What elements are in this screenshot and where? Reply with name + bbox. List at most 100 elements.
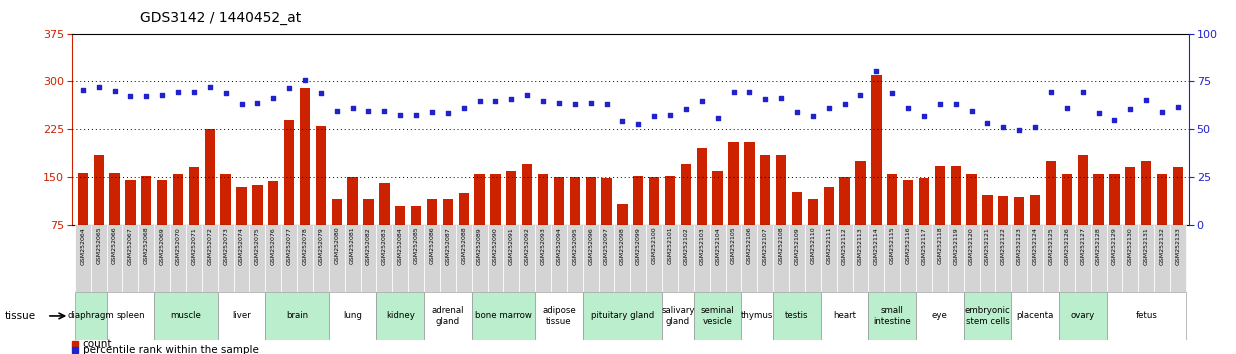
Bar	[774, 292, 821, 340]
Text: GSM252092: GSM252092	[525, 227, 530, 265]
Text: GSM252069: GSM252069	[159, 227, 164, 264]
Text: small
intestine: small intestine	[874, 306, 911, 326]
Text: GSM252109: GSM252109	[795, 227, 800, 264]
Bar	[171, 225, 185, 292]
Point	[660, 112, 680, 118]
Bar	[869, 225, 884, 292]
Bar	[1106, 225, 1122, 292]
Bar	[821, 225, 837, 292]
Bar	[205, 129, 215, 225]
Text: GSM252114: GSM252114	[874, 227, 879, 264]
Bar	[948, 225, 964, 292]
Bar	[90, 225, 106, 292]
Text: GSM252122: GSM252122	[1001, 227, 1006, 265]
Text: diaphragm: diaphragm	[67, 312, 114, 320]
Point	[263, 95, 283, 101]
Bar	[440, 225, 456, 292]
Point	[597, 102, 617, 107]
Text: GSM252107: GSM252107	[763, 227, 768, 264]
Bar	[313, 225, 329, 292]
Text: spleen: spleen	[116, 312, 145, 320]
Bar	[189, 167, 199, 225]
Bar	[1059, 292, 1106, 340]
Point	[375, 109, 394, 114]
Bar	[871, 75, 881, 225]
Bar	[201, 225, 218, 292]
Point	[136, 93, 156, 99]
Point	[1010, 127, 1030, 133]
Bar	[472, 292, 535, 340]
Bar	[456, 225, 472, 292]
Bar	[742, 225, 758, 292]
Text: GSM252070: GSM252070	[176, 227, 180, 264]
Point	[407, 112, 426, 118]
Bar	[122, 225, 138, 292]
Bar	[1046, 161, 1056, 225]
Bar	[535, 225, 551, 292]
Bar	[300, 88, 310, 225]
Point	[470, 98, 489, 104]
Text: testis: testis	[785, 312, 808, 320]
Point	[994, 124, 1014, 130]
Bar	[1106, 292, 1185, 340]
Bar	[1078, 155, 1088, 225]
Point	[676, 106, 696, 112]
Bar	[236, 187, 247, 225]
Text: GSM252085: GSM252085	[414, 227, 419, 264]
Bar	[681, 164, 691, 225]
Bar	[1062, 174, 1072, 225]
Bar	[266, 225, 281, 292]
Bar	[839, 177, 850, 225]
Text: GSM252115: GSM252115	[890, 227, 895, 264]
Bar	[789, 225, 805, 292]
Bar	[281, 225, 297, 292]
Text: GSM252126: GSM252126	[1064, 227, 1069, 264]
Text: GSM252106: GSM252106	[747, 227, 751, 264]
Bar	[1014, 198, 1025, 225]
Point	[978, 121, 997, 126]
Text: adrenal
gland: adrenal gland	[431, 306, 464, 326]
Point	[454, 105, 473, 111]
Text: GSM252083: GSM252083	[382, 227, 387, 264]
Text: GSM252082: GSM252082	[366, 227, 371, 264]
Point	[819, 105, 839, 111]
Text: GSM252117: GSM252117	[922, 227, 927, 264]
Bar	[916, 292, 964, 340]
Point	[755, 96, 775, 102]
Text: GSM252080: GSM252080	[334, 227, 339, 264]
Point	[73, 87, 93, 93]
Bar	[157, 180, 167, 225]
Bar	[728, 142, 739, 225]
Bar	[649, 177, 659, 225]
Bar	[487, 225, 503, 292]
Bar	[693, 292, 742, 340]
Text: GSM252124: GSM252124	[1032, 227, 1037, 265]
Bar	[379, 183, 389, 225]
Bar	[252, 185, 262, 225]
Bar	[329, 292, 377, 340]
Bar	[887, 174, 897, 225]
Text: GSM252096: GSM252096	[588, 227, 593, 264]
Bar	[726, 225, 742, 292]
Text: GSM252097: GSM252097	[604, 227, 609, 265]
Bar	[268, 182, 278, 225]
Bar	[1173, 167, 1183, 225]
Bar	[934, 166, 946, 225]
Point	[613, 118, 633, 124]
Bar	[1030, 195, 1041, 225]
Point	[105, 88, 125, 94]
Bar	[837, 225, 853, 292]
Bar	[567, 225, 582, 292]
Text: adipose
tissue: adipose tissue	[543, 306, 576, 326]
Point	[1105, 117, 1125, 122]
Bar	[869, 292, 916, 340]
Bar	[967, 174, 976, 225]
Text: liver: liver	[232, 312, 251, 320]
Bar	[979, 225, 995, 292]
Bar	[284, 120, 294, 225]
Bar	[185, 225, 201, 292]
Text: GSM252072: GSM252072	[208, 227, 213, 265]
Bar	[904, 180, 913, 225]
Bar	[598, 225, 614, 292]
Point	[723, 89, 743, 95]
